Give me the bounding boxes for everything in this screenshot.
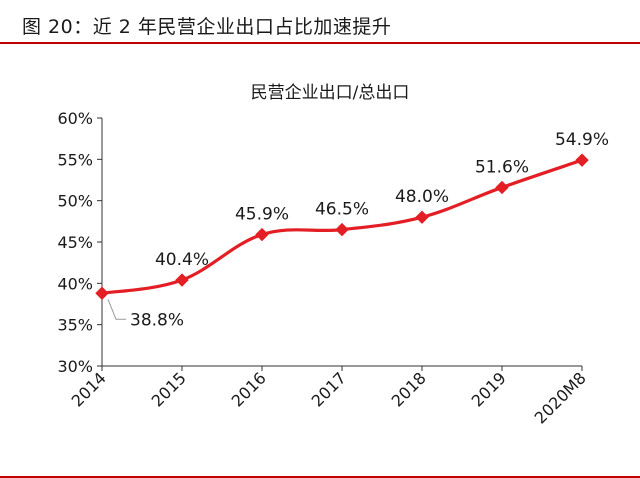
data-point-marker (495, 180, 509, 195)
figure-header: 图 20：近 2 年民营企业出口占比加速提升 (0, 0, 640, 44)
x-tick-label: 2018 (388, 368, 430, 410)
label-layer: 38.8% 40.4% 45.9% 46.5% 48.0% 51.6% 54.9% (107, 130, 609, 330)
x-axis: 2014 2015 2016 2017 2018 2019 2020M8 (68, 365, 590, 428)
figure-header-text: 图 20：近 2 年民营企业出口占比加速提升 (22, 12, 391, 39)
data-label: 45.9% (235, 205, 289, 225)
y-tick-label: 50% (57, 192, 93, 211)
data-label-leader (107, 299, 126, 320)
data-point-marker (175, 273, 189, 287)
y-tick-label: 60% (57, 109, 93, 128)
figure-number: 图 20： (22, 16, 93, 38)
data-label: 51.6% (475, 157, 529, 177)
figure-footer-rule (0, 476, 640, 478)
data-label: 48.0% (395, 187, 449, 207)
data-point-marker (335, 222, 349, 237)
x-tick-label: 2020M8 (531, 368, 590, 427)
data-label: 54.9% (555, 130, 609, 150)
y-axis: 30% 35% 40% 45% 50% 55% 60% (57, 109, 103, 376)
data-point-marker (575, 153, 589, 167)
data-point-marker (415, 210, 429, 224)
x-tick-label: 2015 (148, 368, 190, 410)
figure-title: 近 2 年民营企业出口占比加速提升 (92, 16, 392, 38)
x-tick-label: 2017 (308, 368, 350, 410)
data-point-marker (95, 286, 109, 300)
x-tick-label: 2019 (468, 368, 510, 410)
data-point-marker (255, 227, 269, 242)
chart-title: 民营企业出口/总出口 (251, 83, 410, 103)
data-label: 46.5% (315, 200, 369, 220)
y-tick-label: 40% (57, 274, 93, 293)
y-tick-label: 35% (57, 316, 93, 335)
data-label: 38.8% (130, 310, 184, 330)
y-tick-label: 30% (57, 357, 93, 376)
x-tick-label: 2016 (228, 368, 270, 410)
data-label: 40.4% (155, 250, 209, 270)
y-tick-label: 55% (57, 150, 93, 169)
series-layer (95, 153, 589, 300)
y-tick-label: 45% (57, 233, 93, 252)
